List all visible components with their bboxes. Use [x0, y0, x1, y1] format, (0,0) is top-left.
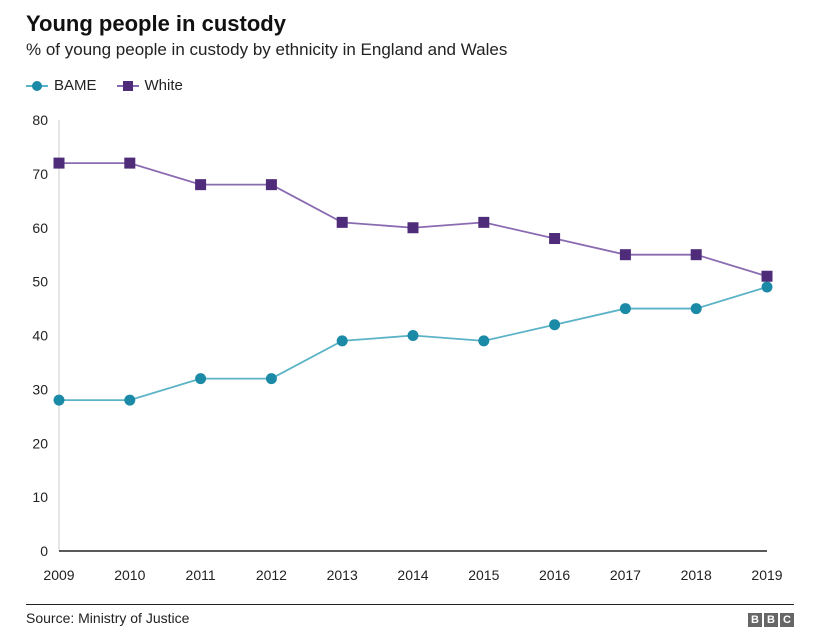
data-point-white	[478, 216, 490, 228]
y-tick-label: 10	[32, 489, 48, 505]
data-point-white	[761, 270, 773, 282]
x-tick-label: 2010	[114, 567, 145, 583]
logo-letter-b2: B	[764, 613, 778, 627]
x-tick-label: 2009	[43, 567, 74, 583]
data-point-white	[619, 249, 631, 261]
series-line-bame	[59, 286, 768, 402]
data-point-bame	[53, 394, 65, 406]
data-point-bame	[761, 281, 773, 293]
bbc-logo: B B C	[748, 613, 794, 627]
data-point-white	[690, 249, 702, 261]
x-tick-label: 2015	[468, 567, 499, 583]
footer-divider	[26, 604, 794, 605]
data-point-white	[53, 157, 65, 169]
data-point-bame	[265, 373, 277, 385]
data-point-bame	[407, 330, 419, 341]
data-point-bame	[336, 335, 348, 347]
data-point-bame	[124, 394, 136, 406]
legend: BAME White	[26, 77, 203, 94]
y-tick-label: 70	[32, 166, 48, 182]
y-tick-label: 20	[32, 435, 48, 451]
logo-letter-b1: B	[748, 613, 762, 627]
x-tick-label: 2013	[327, 567, 358, 583]
data-point-bame	[619, 303, 631, 315]
legend-label-bame: BAME	[54, 77, 97, 94]
data-point-white	[195, 179, 207, 191]
data-point-bame	[690, 303, 702, 315]
data-point-white	[124, 157, 136, 169]
y-tick-label: 60	[32, 220, 48, 236]
y-tick-label: 0	[40, 543, 48, 559]
chart-subtitle: % of young people in custody by ethnicit…	[26, 40, 508, 59]
x-tick-label: 2017	[610, 567, 641, 583]
y-tick-label: 80	[32, 112, 48, 128]
data-point-white	[407, 222, 419, 234]
x-tick-label: 2018	[681, 567, 712, 583]
data-point-white	[265, 179, 277, 191]
data-point-bame	[549, 319, 561, 331]
x-tick-label: 2012	[256, 567, 287, 583]
source-note: Source: Ministry of Justice	[26, 610, 190, 626]
bame-legend-icon	[26, 80, 48, 91]
data-point-bame	[195, 373, 207, 385]
series-line-white	[59, 162, 768, 278]
line-chart: 0 10 20 30 40 50 60 70 80 2009 2010 2011 2012 2013 201…	[32, 112, 782, 583]
legend-item-white: White	[116, 77, 183, 94]
x-tick-label: 2011	[186, 567, 216, 583]
chart-title: Young people in custody	[26, 11, 286, 36]
data-point-white	[336, 216, 348, 228]
x-tick-label: 2019	[751, 567, 782, 583]
y-tick-label: 50	[32, 274, 48, 290]
x-tick-label: 2016	[539, 567, 570, 583]
y-tick-label: 40	[32, 328, 48, 344]
data-point-white	[549, 233, 561, 245]
logo-letter-c: C	[780, 613, 794, 627]
x-tick-label: 2014	[397, 567, 428, 583]
legend-label-white: White	[144, 77, 183, 94]
legend-item-bame: BAME	[26, 77, 97, 94]
white-legend-icon	[116, 80, 139, 91]
data-point-bame	[478, 335, 490, 347]
y-tick-label: 30	[32, 381, 48, 397]
